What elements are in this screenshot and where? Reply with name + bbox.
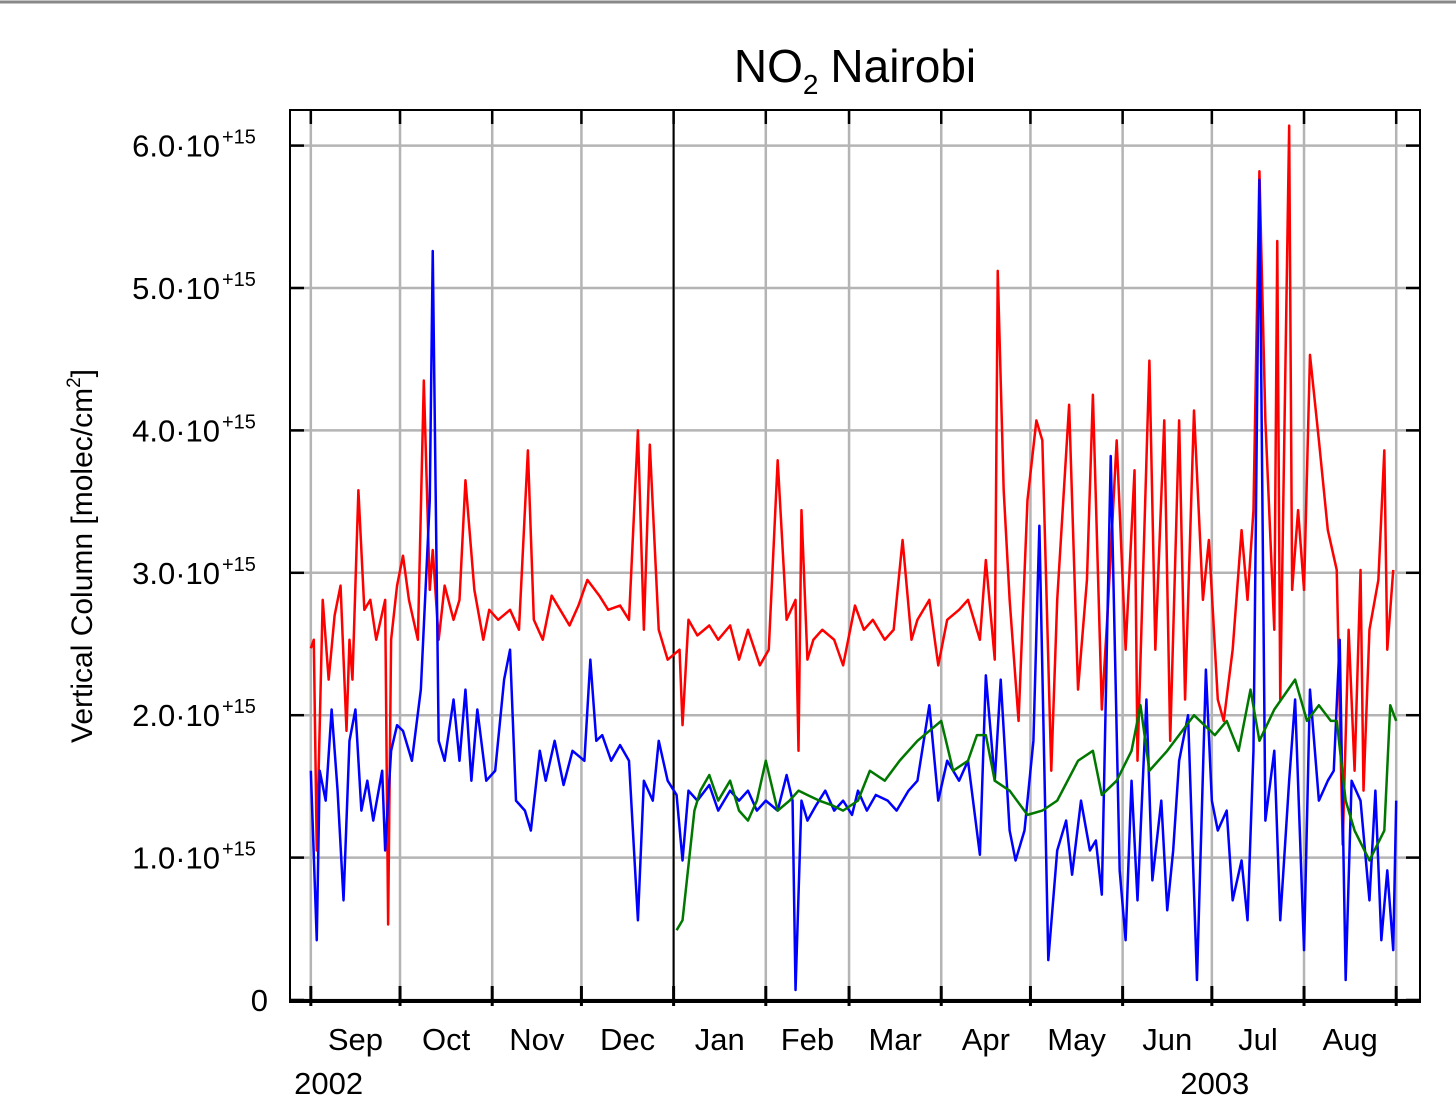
title-sub: 2 (803, 69, 819, 100)
x-tick-label: Jun (1142, 1022, 1192, 1057)
y-tick-label: 0 (251, 983, 268, 1018)
x-tick-label: Jan (695, 1022, 745, 1057)
y-tick-exponent: +15 (222, 127, 256, 149)
y-tick-exponent: +15 (222, 839, 256, 861)
y-tick-label: 5.0·10 (132, 271, 220, 306)
y-tick-label: 2.0·10 (132, 698, 220, 733)
y-tick-exponent: +15 (222, 411, 256, 433)
y-label-rest: ] (66, 369, 99, 377)
chart-title: NO2 Nairobi (734, 40, 976, 100)
y-label-sup: 2 (64, 377, 85, 388)
y-tick-exponent: +15 (222, 696, 256, 718)
year-label: 2002 (294, 1066, 363, 1096)
x-tick-label: Jul (1238, 1022, 1278, 1057)
y-tick-exponent: +15 (222, 269, 256, 291)
y-tick-label: 3.0·10 (132, 556, 220, 591)
axes: 01.0·10 +152.0·10 +153.0·10 +154.0·10 +155.0… (132, 109, 1421, 1096)
plot-area (309, 124, 1398, 992)
y-tick-label: 1.0·10 (132, 841, 220, 876)
data-line (309, 178, 1398, 992)
data-line (675, 678, 1398, 931)
y-label-text: Vertical Column [molec/cm (66, 388, 99, 743)
title-text: NO (734, 40, 803, 92)
x-tick-label: May (1047, 1022, 1106, 1057)
x-tick-label: Oct (422, 1022, 471, 1057)
x-tick-label: Nov (509, 1022, 565, 1057)
y-tick-label: 4.0·10 (132, 413, 220, 448)
y-tick-exponent: +15 (222, 554, 256, 576)
y-axis-label: Vertical Column [molec/cm2] (64, 369, 99, 743)
x-tick-label: Feb (781, 1022, 834, 1057)
x-tick-label: Sep (328, 1022, 383, 1057)
data-line (309, 124, 1395, 926)
title-rest: Nairobi (830, 40, 976, 92)
x-tick-label: Aug (1323, 1022, 1378, 1057)
x-tick-label: Dec (600, 1022, 655, 1057)
x-tick-label: Mar (868, 1022, 921, 1057)
y-tick-label: 6.0·10 (132, 129, 220, 164)
x-tick-label: Apr (962, 1022, 1010, 1057)
year-label: 2003 (1180, 1066, 1249, 1096)
